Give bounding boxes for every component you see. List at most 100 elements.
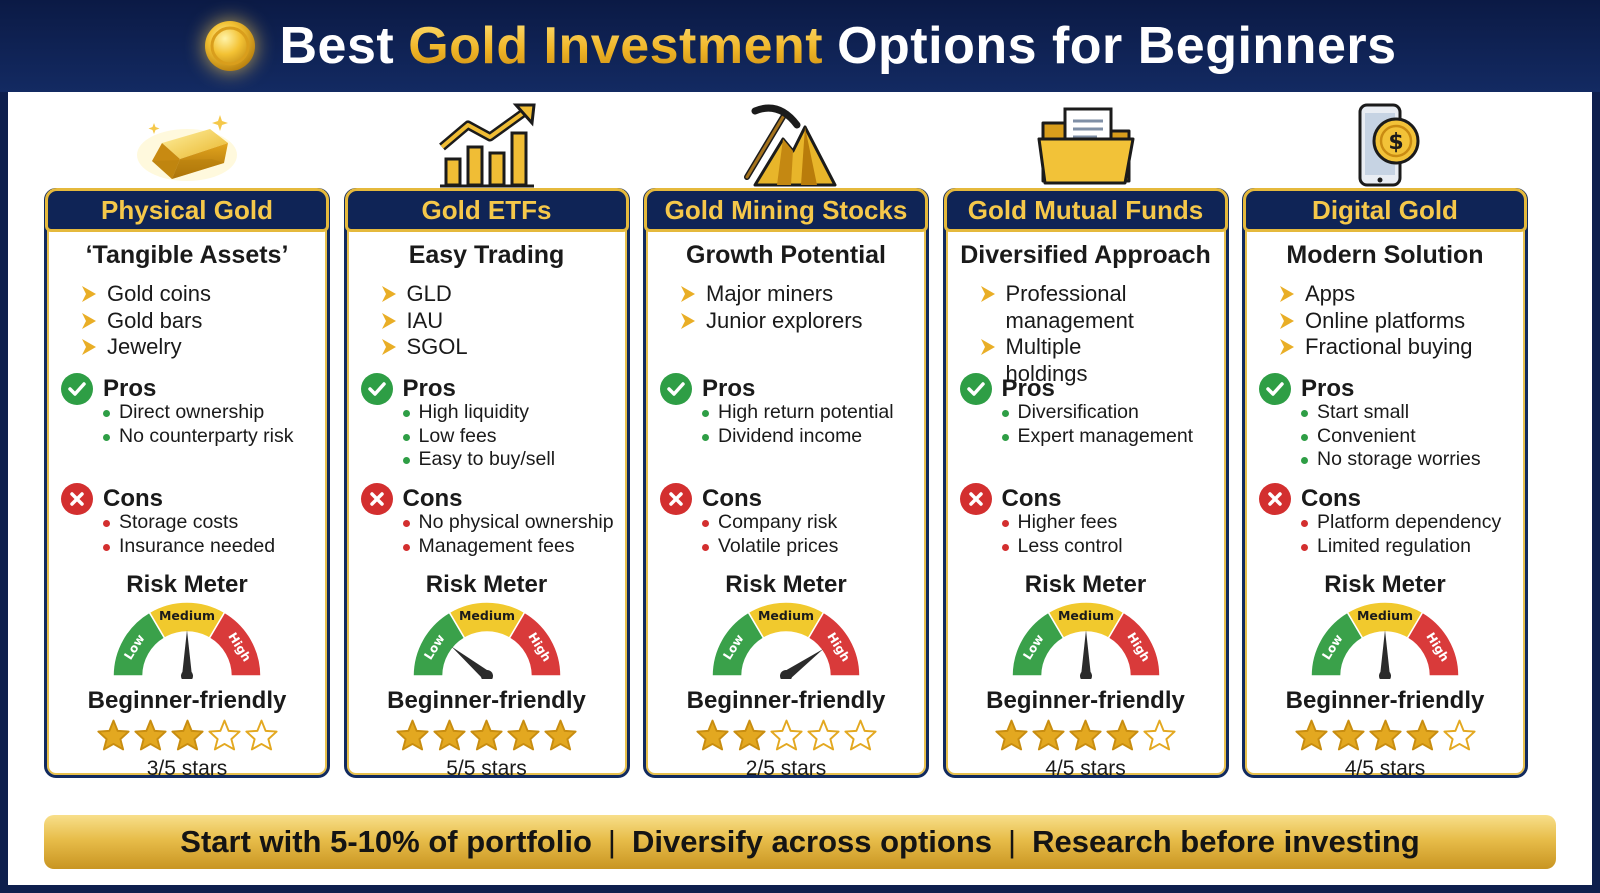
title-suffix: Options for Beginners xyxy=(837,17,1397,75)
feature-item: GLD xyxy=(381,281,621,308)
star-empty-icon xyxy=(843,719,877,751)
check-icon xyxy=(61,373,93,405)
gauge-needle xyxy=(1080,630,1091,676)
star-rating-text: 4/5 stars xyxy=(1344,757,1426,780)
risk-meter-title: Risk Meter xyxy=(126,571,248,598)
footer-tips-bar: Start with 5-10% of portfolio | Diversif… xyxy=(44,815,1556,869)
pros-list: High liquidity Low fees Easy to buy/sell xyxy=(402,401,623,472)
con-item: Higher fees xyxy=(1001,511,1222,535)
gold-coin-icon xyxy=(205,21,256,71)
cross-icon xyxy=(660,483,692,515)
footer-tip: Diversify across options xyxy=(631,824,993,859)
feature-item: Junior explorers xyxy=(680,308,920,335)
star-filled-icon xyxy=(544,719,577,751)
pro-item: Low fees xyxy=(402,425,623,449)
star-filled-icon xyxy=(396,719,429,751)
cross-icon xyxy=(959,483,992,515)
cons-list: Platform dependency Limited regulation xyxy=(1301,511,1521,558)
feature-item: SGOL xyxy=(381,334,621,361)
check-icon xyxy=(1259,373,1291,405)
cons-heading: Cons xyxy=(959,483,1062,515)
star-filled-icon xyxy=(1106,719,1139,751)
pros-heading: Pros xyxy=(61,373,156,405)
star-rating-text: 2/5 stars xyxy=(745,757,827,780)
pros-heading: Pros xyxy=(360,373,456,405)
gauge-needle xyxy=(1380,630,1390,676)
card-subtitle: Diversified Approach xyxy=(960,241,1211,269)
pros-heading: Pros xyxy=(1259,373,1354,405)
risk-meter-title: Risk Meter xyxy=(725,571,847,598)
star-rating xyxy=(946,719,1226,751)
cross-icon xyxy=(360,483,393,515)
con-item: Limited regulation xyxy=(1301,535,1521,559)
card-title-bar: Gold ETFs xyxy=(344,188,629,232)
pro-item: Convenient xyxy=(1301,425,1521,449)
pros-list: High return potential Dividend income xyxy=(702,401,922,448)
page-title: Best Gold Investment Options for Beginne… xyxy=(203,16,1396,76)
bullet-arrow-icon xyxy=(381,286,396,302)
gauge-medium-label: Medium xyxy=(758,608,814,623)
star-rating-text: 4/5 stars xyxy=(1045,757,1126,780)
star-filled-icon xyxy=(1032,719,1065,751)
beginner-friendly-title: Beginner-friendly xyxy=(87,687,287,714)
bullet-arrow-icon xyxy=(980,286,995,302)
bullet-arrow-icon xyxy=(82,339,96,355)
bullet-arrow-icon xyxy=(980,339,995,355)
feature-list: Apps Online platforms Fractional buying xyxy=(1279,281,1519,361)
card-subtitle: Modern Solution xyxy=(1286,241,1484,269)
card-title: Digital Gold xyxy=(1312,194,1458,225)
cons-heading: Cons xyxy=(61,483,163,515)
beginner-friendly-title: Beginner-friendly xyxy=(686,687,886,714)
check-icon xyxy=(360,373,393,405)
cons-list: No physical ownership Management fees xyxy=(402,511,623,559)
con-item: Company risk xyxy=(702,511,922,535)
feature-item: Online platforms xyxy=(1279,308,1519,335)
bullet-arrow-icon xyxy=(1280,312,1294,329)
card-subtitle: Easy Trading xyxy=(408,241,565,269)
beginner-friendly-title: Beginner-friendly xyxy=(1285,687,1485,714)
star-filled-icon xyxy=(1368,719,1402,751)
card-title-bar: Digital Gold xyxy=(1243,188,1527,232)
card-title-bar: Gold Mining Stocks xyxy=(644,188,928,232)
pros-list: Direct ownership No counterparty risk xyxy=(103,401,323,448)
con-item: Management fees xyxy=(402,535,623,559)
bullet-arrow-icon xyxy=(82,312,96,329)
star-filled-icon xyxy=(1294,719,1328,751)
star-filled-icon xyxy=(1405,719,1439,751)
footer-tip: Start with 5-10% of portfolio xyxy=(180,824,592,859)
feature-item: Gold coins xyxy=(81,281,321,308)
star-rating-text: 5/5 stars xyxy=(446,757,527,780)
con-item: Storage costs xyxy=(103,511,323,535)
risk-gauge: Low Medium High xyxy=(112,601,262,679)
star-rating xyxy=(1245,719,1525,751)
check-icon xyxy=(660,373,692,405)
star-filled-icon xyxy=(995,719,1028,751)
feature-item: Multiple holdings xyxy=(980,334,1160,387)
card-title-bar: Physical Gold xyxy=(45,188,329,232)
gauge-medium-label: Medium xyxy=(1057,608,1113,623)
star-rating-text: 3/5 stars xyxy=(146,757,228,780)
star-rating xyxy=(47,719,327,751)
card-title: Gold ETFs xyxy=(421,194,552,225)
star-empty-icon xyxy=(769,719,803,751)
card-gold-mutual-funds: Gold Mutual Funds Diversified Approach P… xyxy=(942,107,1229,780)
feature-list: Major miners Junior explorers xyxy=(680,281,920,334)
pro-item: High liquidity xyxy=(402,401,623,425)
con-item: Volatile prices xyxy=(702,535,922,559)
check-icon xyxy=(959,373,992,405)
bullet-arrow-icon xyxy=(381,339,396,355)
pro-item: Direct ownership xyxy=(103,401,323,425)
star-empty-icon xyxy=(244,719,278,751)
card-gold-mining-stocks: Gold Mining Stocks Growth Potential Majo… xyxy=(643,104,929,780)
star-empty-icon xyxy=(1442,719,1476,751)
risk-meter-title: Risk Meter xyxy=(425,571,548,598)
bullet-arrow-icon xyxy=(381,312,396,329)
feature-item: Gold bars xyxy=(81,308,321,335)
header-banner: Best Gold Investment Options for Beginne… xyxy=(0,0,1600,92)
star-filled-icon xyxy=(170,719,204,751)
pros-heading: Pros xyxy=(959,373,1055,405)
star-empty-icon xyxy=(207,719,241,751)
risk-gauge: Low Medium High xyxy=(1010,601,1161,679)
smartphone-coin-icon: $ xyxy=(1330,103,1440,189)
cons-heading: Cons xyxy=(660,483,762,515)
